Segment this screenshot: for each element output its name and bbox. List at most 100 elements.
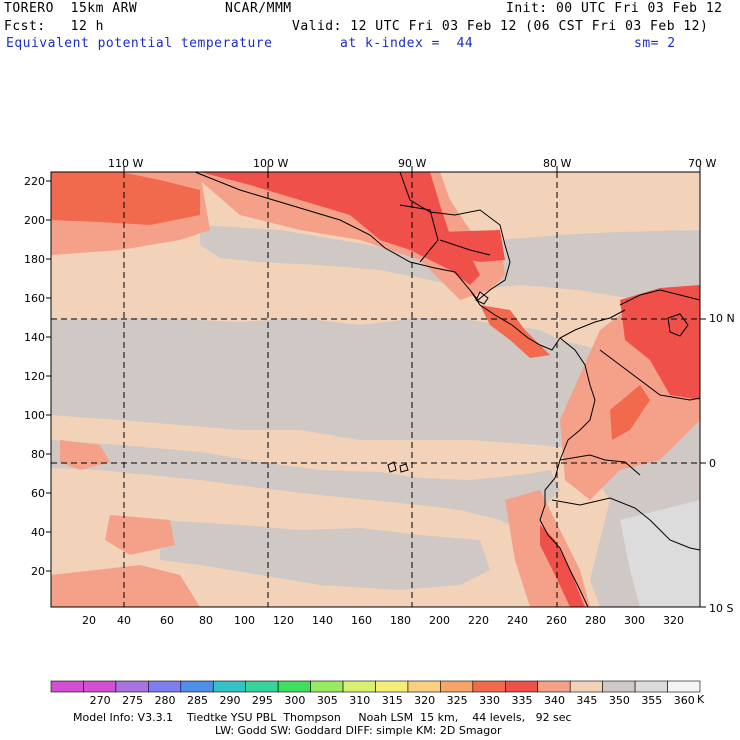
field-red-yucatan [440,230,505,262]
colorbar-label: 330 [479,694,501,707]
x-tick-240: 240 [507,614,528,627]
colorbar-label: 350 [608,694,630,707]
valid-time: Valid: 12 UTC Fri 03 Feb 12 (06 CST Fri … [292,19,709,34]
border-guatemala [399,204,439,263]
smoothing-info: sm= 2 [634,36,676,51]
x-tick-80: 80 [199,614,213,627]
field-salmon-mid [105,515,175,555]
colorbar-swatch [440,680,474,693]
x-tick-120: 120 [273,614,294,627]
colorbar-label: 335 [511,694,533,707]
lake-nicaragua [475,291,489,305]
colorbar-swatch [148,680,182,693]
colorbar-swatch [407,680,441,693]
field-light-south [620,500,700,607]
border-honduras [439,239,491,256]
x-tick-300: 300 [624,614,645,627]
level-info: at k-index = 44 [340,36,474,51]
colorbar-label: 270 [89,694,111,707]
border-colombia-venezuela [599,349,701,401]
colorbar-swatch [537,680,571,693]
colorbar-swatch [569,680,603,693]
coast-gulf [399,171,511,301]
field-grey-band-2 [51,440,560,530]
lon-label-90w: 90 W [398,157,427,170]
x-tick-160: 160 [351,614,372,627]
colorbar-swatch [245,680,279,693]
colorbar-label: 340 [543,694,565,707]
coast-mexico [194,171,626,351]
colorbar-swatch [212,680,247,693]
x-tick-40: 40 [117,614,131,627]
colorbar-label: 315 [381,694,403,707]
model-info-line1: Model Info: V3.3.1 Tiedtke YSU PBL Thomp… [73,711,572,724]
colorbar-label: 280 [154,694,176,707]
field-red-peru [540,525,585,607]
border-colombia-ecuador [559,454,641,476]
colorbar-swatch [342,680,376,693]
colorbar-label: 320 [414,694,436,707]
field-red-andes-streak [610,385,650,440]
y-tick-140: 140 [24,331,45,344]
x-tick-320: 320 [663,614,684,627]
colorbar-swatch [667,680,701,693]
lat-label-0: 0 [709,457,716,470]
colorbar-swatch [277,680,311,693]
x-tick-200: 200 [429,614,450,627]
y-tick-20: 20 [31,565,45,578]
colorbar-swatch [634,680,668,693]
field-red-nw [51,172,200,225]
init-time: Init: 00 UTC Fri 03 Feb 12 [506,1,723,16]
colorbar-swatch [180,680,214,693]
field-red-costa-rica [480,305,550,358]
colorbar-label: 325 [446,694,468,707]
x-tick-180: 180 [390,614,411,627]
colorbar-swatch [375,680,409,693]
colorbar-swatch [83,680,117,693]
coast-colombia [539,337,596,608]
colorbar-label: 360 [673,694,695,707]
colorbar-label: 310 [349,694,371,707]
colorbar-swatch [504,680,539,693]
colorbar-unit: K [697,693,705,706]
y-tick-200: 200 [24,214,45,227]
y-tick-220: 220 [24,175,45,188]
y-tick-120: 120 [24,370,45,383]
colorbar-label: 305 [316,694,338,707]
colorbar-label: 285 [187,694,209,707]
center-label: NCAR/MMM [225,1,292,16]
y-tick-100: 100 [24,409,45,422]
field-name: Equivalent potential temperature [6,36,273,51]
model-info-line2: LW: Godd SW: Goddard DIFF: simple KM: 2D… [215,724,502,737]
y-tick-60: 60 [31,487,45,500]
colorbar-swatch [310,680,344,693]
lake-maracaibo [667,313,689,337]
lat-label-10s: 10 S [709,602,734,615]
border-north-sa [619,289,701,306]
colorbar-label: 275 [122,694,144,707]
y-tick-160: 160 [24,292,45,305]
x-tick-60: 60 [160,614,174,627]
theta-e-field [51,172,700,607]
border-ecuador-peru [551,497,651,521]
forecast-hour: Fcst: 12 h [4,19,104,34]
colorbar-swatch [602,680,636,693]
field-grey-band-3 [160,520,490,590]
colorbar-swatch [115,680,149,693]
colorbar-swatch [50,680,84,693]
model-title: TORERO 15km ARW [4,1,138,16]
plot-frame [50,171,701,608]
colorbar-label: 355 [641,694,663,707]
y-tick-40: 40 [31,526,45,539]
colorbar [50,680,701,693]
x-tick-280: 280 [585,614,606,627]
colorbar-label: 290 [219,694,241,707]
x-tick-100: 100 [234,614,255,627]
colorbar-label: 295 [251,694,273,707]
x-tick-220: 220 [468,614,489,627]
frame-ticks [46,166,706,608]
graticule [51,172,700,607]
x-tick-140: 140 [312,614,333,627]
border-peru-brazil [649,519,701,551]
